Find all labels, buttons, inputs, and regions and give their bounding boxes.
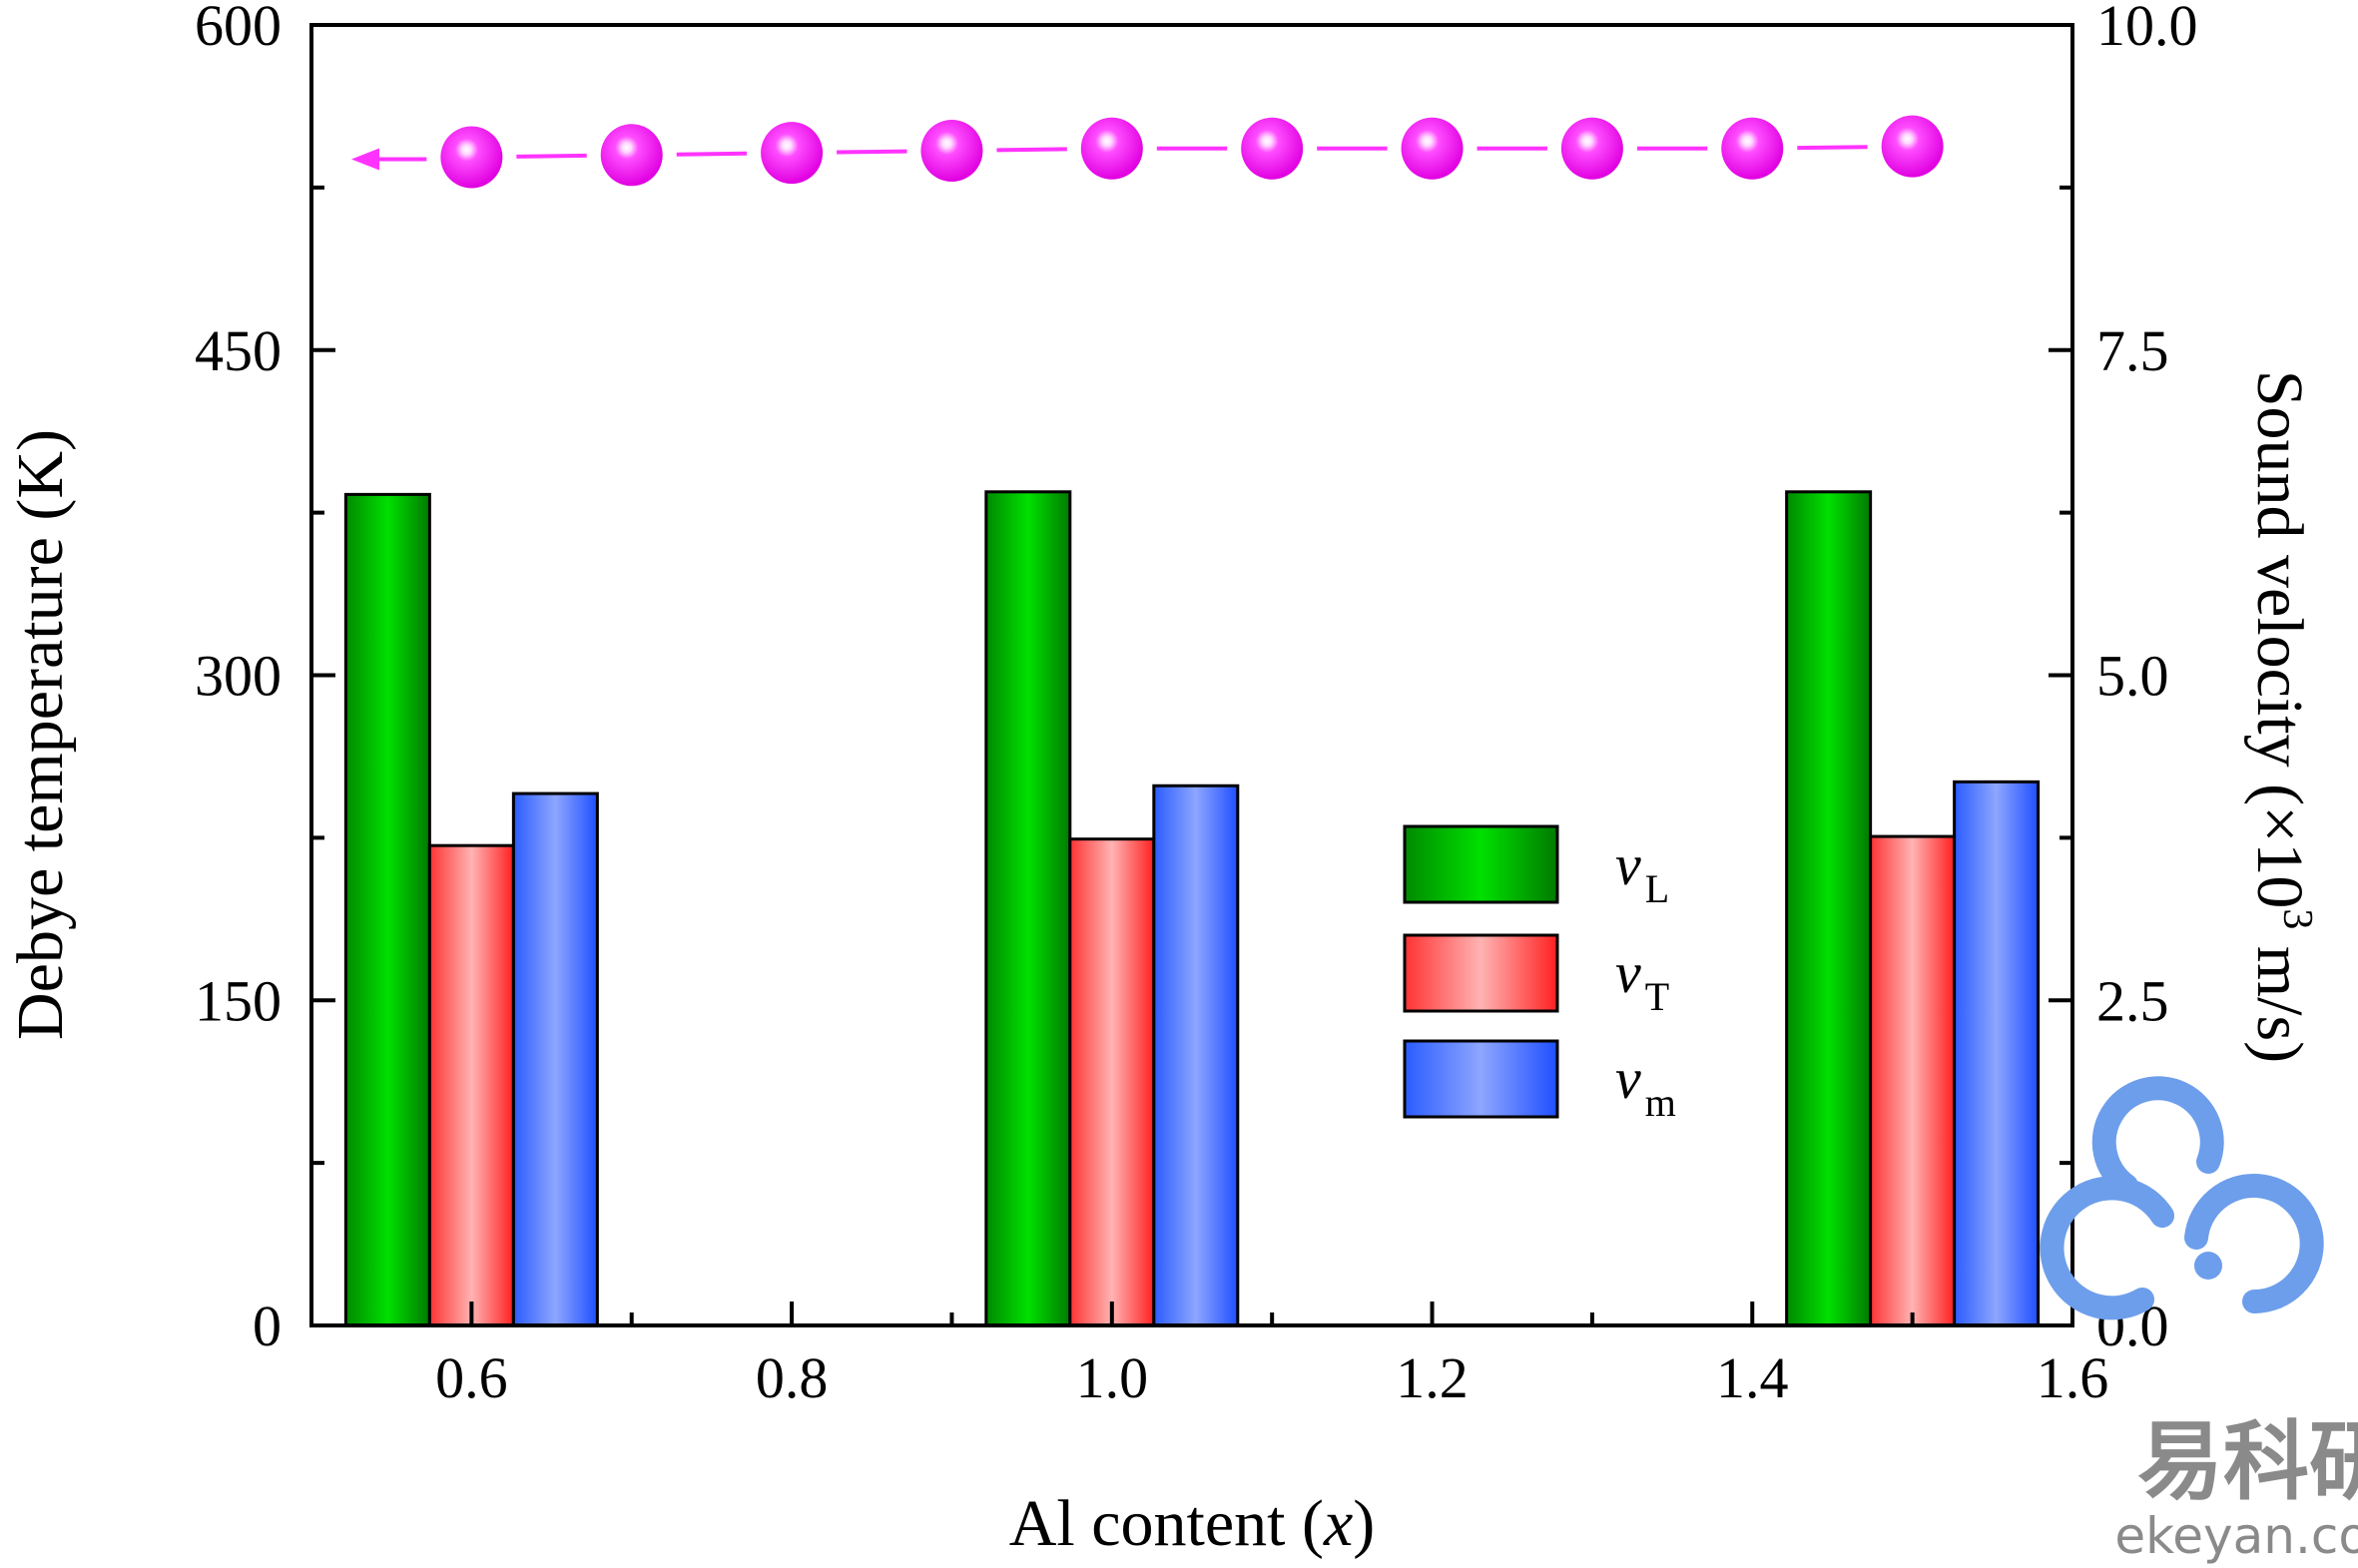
watermark-logo-arc-right [2184, 1174, 2324, 1313]
ticks-layer [311, 23, 2074, 1327]
x-tick-label: 1.6 [2037, 1345, 2109, 1410]
watermark-logo [2040, 1076, 2324, 1320]
x-tick-label: 0.8 [756, 1345, 829, 1410]
legend-swatch-vL [1403, 824, 1559, 904]
line-point-1.4 [1721, 117, 1784, 180]
x-tick-label: 1.4 [1716, 1345, 1789, 1410]
legend-swatch-vm [1403, 1039, 1559, 1119]
legend-swatch-vT [1403, 933, 1559, 1013]
y-left-tick-label: 0 [253, 1294, 282, 1358]
bar-vm-x1 [1152, 784, 1240, 1327]
x-tick-label: 0.6 [435, 1345, 508, 1410]
y-left-tick-label: 150 [195, 968, 282, 1033]
bars-layer [343, 490, 2041, 1327]
y-left-tick-label: 600 [195, 0, 282, 58]
x-tick-label: 1.2 [1396, 1345, 1469, 1410]
bar-vT-x1 [1068, 837, 1156, 1327]
y-left-tick-label: 300 [195, 644, 282, 709]
watermark-logo-arc-left [2040, 1176, 2174, 1320]
bar-vL-x0.6 [343, 492, 431, 1327]
line-arrow-head [351, 148, 379, 171]
line-point-1.3 [1560, 117, 1623, 180]
y-right-tick-label: 2.5 [2096, 968, 2169, 1033]
line-segment [996, 147, 1067, 153]
watermark-logo-dot [2194, 1252, 2222, 1280]
bar-vm-x1.5 [1953, 780, 2041, 1327]
line-segment [676, 151, 748, 157]
line-point-0.6 [440, 126, 503, 189]
y-left-tick-label: 450 [195, 318, 282, 383]
y-right-tick-label: 10.0 [2096, 0, 2198, 58]
line-point-0.9 [920, 119, 983, 182]
bar-vL-x1.5 [1785, 490, 1873, 1327]
x-axis-title: Al content (x) [1009, 1487, 1376, 1560]
y-right-tick-label: 7.5 [2096, 318, 2169, 383]
line-point-1.5 [1881, 115, 1944, 178]
watermark-cn-text: 易科研 [2137, 1412, 2358, 1512]
line-segment [837, 149, 907, 155]
line-segment [516, 153, 587, 159]
watermark-logo-arc-top [2091, 1076, 2224, 1198]
y-left-axis-title: Debye temperature (K) [4, 429, 77, 1040]
line-point-1 [1080, 117, 1143, 180]
x-tick-label: 1.0 [1076, 1345, 1149, 1410]
bar-vT-x1.5 [1869, 834, 1957, 1327]
line-point-1.1 [1241, 117, 1304, 180]
line-point-0.8 [761, 122, 824, 185]
bar-vL-x1 [984, 490, 1072, 1327]
tick-labels-layer: 0.6 0.8 1.0 1.2 1.4 1.601503004506000.02.55.0… [195, 0, 2198, 1410]
line-point-0.7 [600, 124, 663, 187]
y-right-axis-title: Sound velocity (×103 m/s) [2243, 370, 2320, 1063]
line-point-1.2 [1401, 117, 1464, 180]
line-segment [1797, 145, 1868, 151]
y-right-tick-label: 5.0 [2096, 644, 2169, 709]
bar-vT-x0.6 [427, 843, 515, 1327]
watermark-url-text: ekeyan.com [2114, 1507, 2358, 1565]
bar-vm-x0.6 [511, 791, 599, 1327]
line-series-layer [351, 115, 1944, 189]
